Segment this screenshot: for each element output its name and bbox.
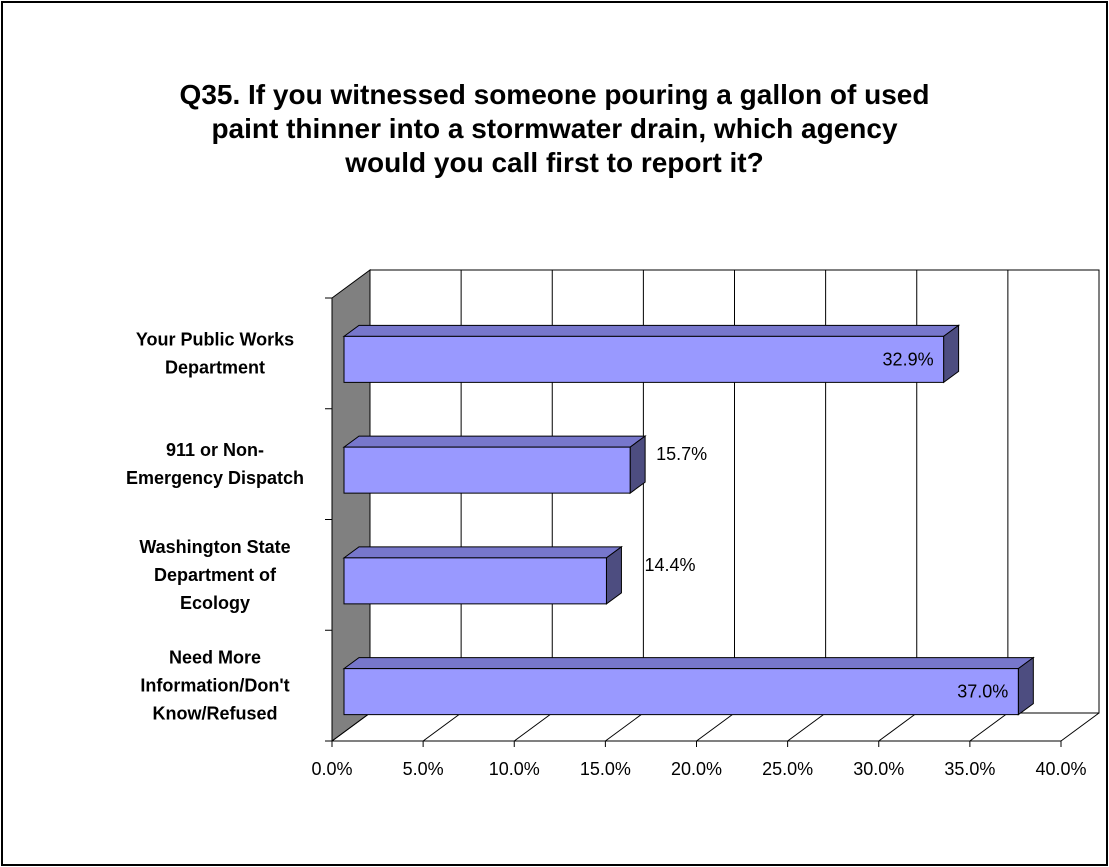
floor-line: [513, 712, 553, 742]
bar-top: [342, 546, 623, 559]
bar: [343, 557, 607, 605]
category-label: Department: [165, 357, 265, 377]
floor-line: [605, 712, 644, 742]
x-tick-label: 30.0%: [853, 759, 904, 779]
category-label: Information/Don't: [140, 676, 289, 696]
category-label: 911 or Non-: [166, 440, 264, 460]
floor-line: [331, 712, 371, 742]
x-tick-label: 25.0%: [762, 759, 813, 779]
floor-line: [787, 712, 826, 742]
data-label: 15.7%: [656, 444, 707, 464]
x-tick-label: 10.0%: [489, 759, 540, 779]
x-tick-label: 35.0%: [944, 759, 995, 779]
data-label: 37.0%: [957, 682, 1008, 702]
x-tick-label: 40.0%: [1035, 759, 1086, 779]
floor-line: [878, 712, 918, 742]
category-label: Department of: [154, 565, 277, 585]
bars: [342, 324, 1035, 716]
data-label: 32.9%: [883, 349, 934, 369]
category-label: Need More: [169, 648, 261, 668]
x-tick-label: 0.0%: [311, 759, 352, 779]
category-label: Emergency Dispatch: [126, 468, 304, 488]
floor-line: [422, 712, 462, 742]
category-label: Know/Refused: [152, 704, 277, 724]
x-tick-label: 15.0%: [580, 759, 631, 779]
floor-line: [696, 712, 735, 742]
bar: [343, 446, 631, 494]
bar: [343, 668, 1019, 716]
chart-title-line-2: paint thinner into a stormwater drain, w…: [211, 113, 898, 144]
floor-line: [1060, 712, 1100, 742]
category-label: Washington State: [139, 537, 290, 557]
bar-top: [342, 435, 647, 448]
x-tick-label: 20.0%: [671, 759, 722, 779]
category-label: Your Public Works: [136, 329, 294, 349]
chart-title: Q35. If you witnessed someone pouring a …: [0, 78, 1109, 180]
floor-line: [969, 712, 1009, 742]
category-label: Ecology: [180, 593, 250, 613]
x-tick-label: 5.0%: [403, 759, 444, 779]
data-label: 14.4%: [644, 555, 695, 575]
bar-top: [342, 324, 961, 337]
bar: [343, 335, 945, 383]
bar-top: [342, 657, 1035, 670]
chart-title-line-1: Q35. If you witnessed someone pouring a …: [179, 79, 930, 110]
labels: 0.0% 5.0% 10.0% 15.0% 20.0% 25.0% 30.0% 35.0% 40…: [126, 329, 1087, 779]
chart-title-line-3: would you call first to report it?: [345, 147, 764, 178]
